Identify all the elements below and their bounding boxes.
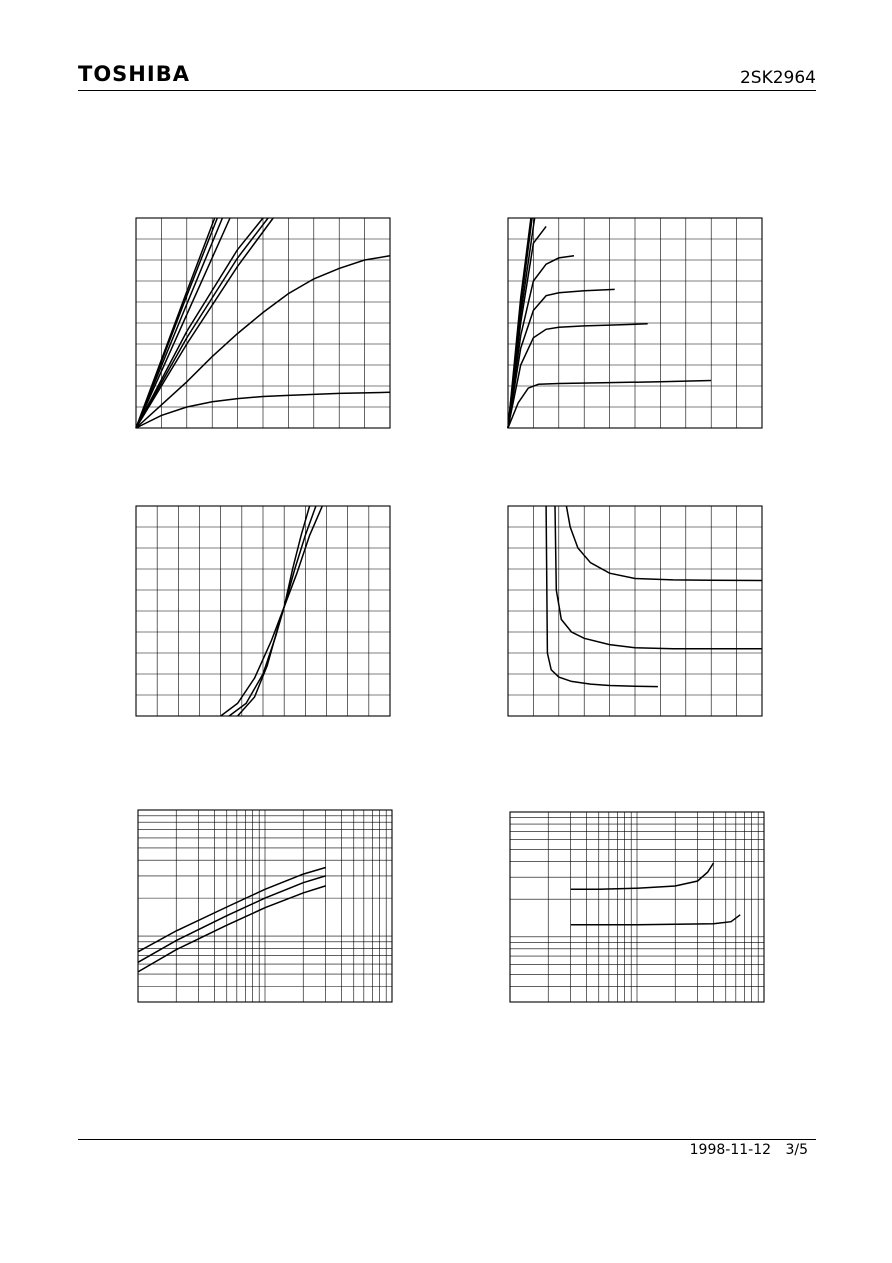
series-line — [135, 217, 269, 429]
series-line — [507, 225, 547, 429]
plot-frame — [507, 505, 763, 717]
plot-frame — [507, 217, 763, 429]
footer-date: 1998-11-12 — [689, 1142, 772, 1158]
grid — [508, 506, 762, 716]
series-line — [565, 505, 763, 582]
series-line — [135, 217, 218, 429]
plot-frame — [135, 505, 391, 717]
plot-frame — [137, 809, 393, 1003]
grid — [138, 810, 392, 1003]
footer: 1998-11-12 3/5 — [680, 1142, 808, 1158]
series-line — [135, 217, 224, 429]
series-line — [137, 885, 326, 973]
series-line — [545, 505, 658, 688]
series-line — [220, 505, 323, 717]
series-line — [507, 379, 712, 429]
series-line — [135, 255, 391, 429]
series-line — [135, 217, 274, 429]
series-line — [570, 914, 741, 926]
series-line — [137, 875, 326, 963]
plot-frame — [509, 811, 765, 1003]
series-line — [507, 323, 648, 429]
series-line — [135, 217, 231, 429]
series-line — [570, 862, 715, 891]
grid — [136, 506, 390, 716]
brand-logo: TOSHIBA — [78, 62, 190, 86]
footer-page: 3/5 — [785, 1142, 808, 1158]
series-line — [507, 255, 575, 429]
grid — [508, 218, 762, 428]
series-line — [135, 391, 391, 429]
header-rule — [78, 90, 816, 91]
series-line — [237, 505, 311, 717]
part-number: 2SK2964 — [739, 68, 816, 88]
footer-rule — [78, 1139, 816, 1140]
grid — [510, 812, 764, 1002]
series-line — [137, 866, 326, 953]
series-line — [507, 288, 615, 429]
series-line — [135, 217, 264, 429]
series-line — [554, 505, 762, 650]
